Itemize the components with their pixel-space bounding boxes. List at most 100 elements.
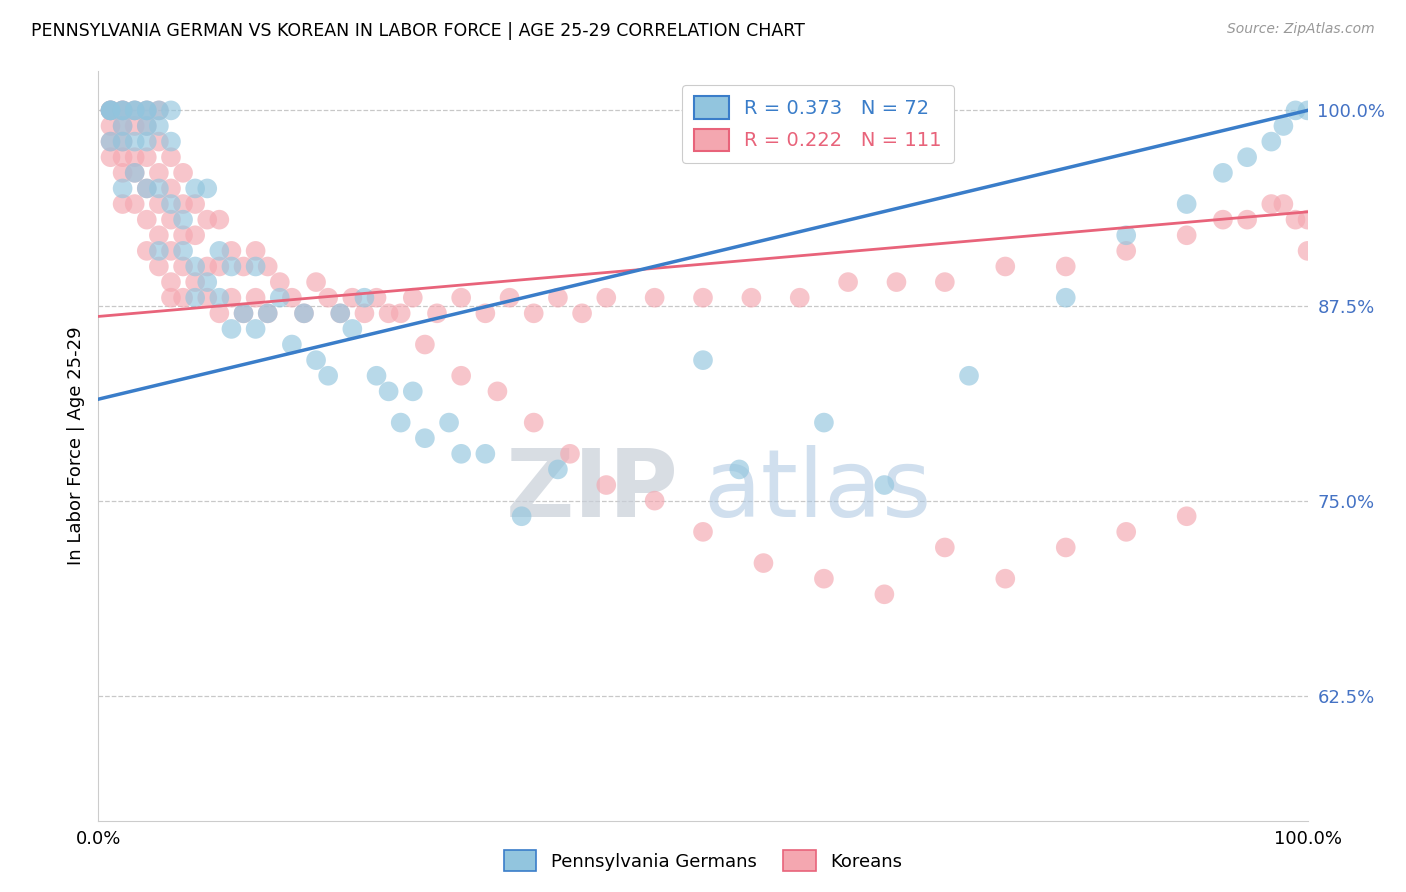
- Point: [1212, 166, 1234, 180]
- Point: [994, 572, 1017, 586]
- Point: [813, 572, 835, 586]
- Point: [353, 291, 375, 305]
- Point: [184, 291, 207, 305]
- Point: [450, 368, 472, 383]
- Point: [644, 291, 666, 305]
- Point: [208, 260, 231, 274]
- Point: [221, 322, 243, 336]
- Point: [1296, 212, 1319, 227]
- Point: [124, 135, 146, 149]
- Point: [256, 306, 278, 320]
- Point: [510, 509, 533, 524]
- Point: [208, 306, 231, 320]
- Point: [292, 306, 315, 320]
- Point: [100, 150, 122, 164]
- Point: [221, 244, 243, 258]
- Point: [402, 384, 425, 399]
- Point: [221, 260, 243, 274]
- Point: [160, 135, 183, 149]
- Point: [269, 291, 291, 305]
- Point: [160, 181, 183, 195]
- Point: [221, 291, 243, 305]
- Point: [1284, 212, 1306, 227]
- Point: [450, 447, 472, 461]
- Point: [450, 291, 472, 305]
- Point: [100, 103, 122, 118]
- Point: [111, 103, 134, 118]
- Point: [184, 197, 207, 211]
- Point: [100, 103, 122, 118]
- Point: [1175, 228, 1198, 243]
- Point: [148, 135, 170, 149]
- Point: [172, 228, 194, 243]
- Point: [184, 181, 207, 195]
- Point: [124, 119, 146, 133]
- Point: [100, 135, 122, 149]
- Point: [148, 119, 170, 133]
- Point: [305, 353, 328, 368]
- Point: [124, 103, 146, 118]
- Point: [184, 228, 207, 243]
- Point: [135, 103, 157, 118]
- Point: [692, 291, 714, 305]
- Point: [1236, 212, 1258, 227]
- Point: [111, 103, 134, 118]
- Point: [135, 212, 157, 227]
- Point: [402, 291, 425, 305]
- Point: [100, 103, 122, 118]
- Point: [389, 306, 412, 320]
- Point: [111, 181, 134, 195]
- Point: [232, 306, 254, 320]
- Point: [184, 275, 207, 289]
- Point: [1296, 244, 1319, 258]
- Point: [486, 384, 509, 399]
- Point: [692, 524, 714, 539]
- Point: [148, 166, 170, 180]
- Point: [886, 275, 908, 289]
- Text: PENNSYLVANIA GERMAN VS KOREAN IN LABOR FORCE | AGE 25-29 CORRELATION CHART: PENNSYLVANIA GERMAN VS KOREAN IN LABOR F…: [31, 22, 804, 40]
- Point: [160, 244, 183, 258]
- Point: [269, 275, 291, 289]
- Point: [111, 150, 134, 164]
- Point: [256, 260, 278, 274]
- Point: [1054, 291, 1077, 305]
- Point: [256, 306, 278, 320]
- Y-axis label: In Labor Force | Age 25-29: In Labor Force | Age 25-29: [66, 326, 84, 566]
- Text: ZIP: ZIP: [506, 445, 679, 537]
- Point: [172, 260, 194, 274]
- Point: [547, 291, 569, 305]
- Point: [124, 150, 146, 164]
- Point: [1260, 135, 1282, 149]
- Point: [377, 384, 399, 399]
- Point: [208, 244, 231, 258]
- Point: [813, 416, 835, 430]
- Point: [172, 244, 194, 258]
- Point: [135, 103, 157, 118]
- Point: [342, 291, 364, 305]
- Point: [148, 181, 170, 195]
- Legend: R = 0.373   N = 72, R = 0.222   N = 111: R = 0.373 N = 72, R = 0.222 N = 111: [682, 85, 953, 163]
- Point: [728, 462, 751, 476]
- Point: [124, 166, 146, 180]
- Point: [232, 306, 254, 320]
- Point: [111, 166, 134, 180]
- Point: [1260, 197, 1282, 211]
- Point: [111, 197, 134, 211]
- Point: [523, 306, 546, 320]
- Point: [558, 447, 581, 461]
- Point: [1175, 197, 1198, 211]
- Point: [934, 275, 956, 289]
- Point: [124, 197, 146, 211]
- Point: [111, 119, 134, 133]
- Point: [160, 212, 183, 227]
- Text: Source: ZipAtlas.com: Source: ZipAtlas.com: [1227, 22, 1375, 37]
- Point: [195, 275, 218, 289]
- Point: [148, 260, 170, 274]
- Point: [837, 275, 859, 289]
- Point: [135, 135, 157, 149]
- Point: [740, 291, 762, 305]
- Point: [148, 103, 170, 118]
- Point: [316, 291, 339, 305]
- Point: [111, 135, 134, 149]
- Point: [208, 212, 231, 227]
